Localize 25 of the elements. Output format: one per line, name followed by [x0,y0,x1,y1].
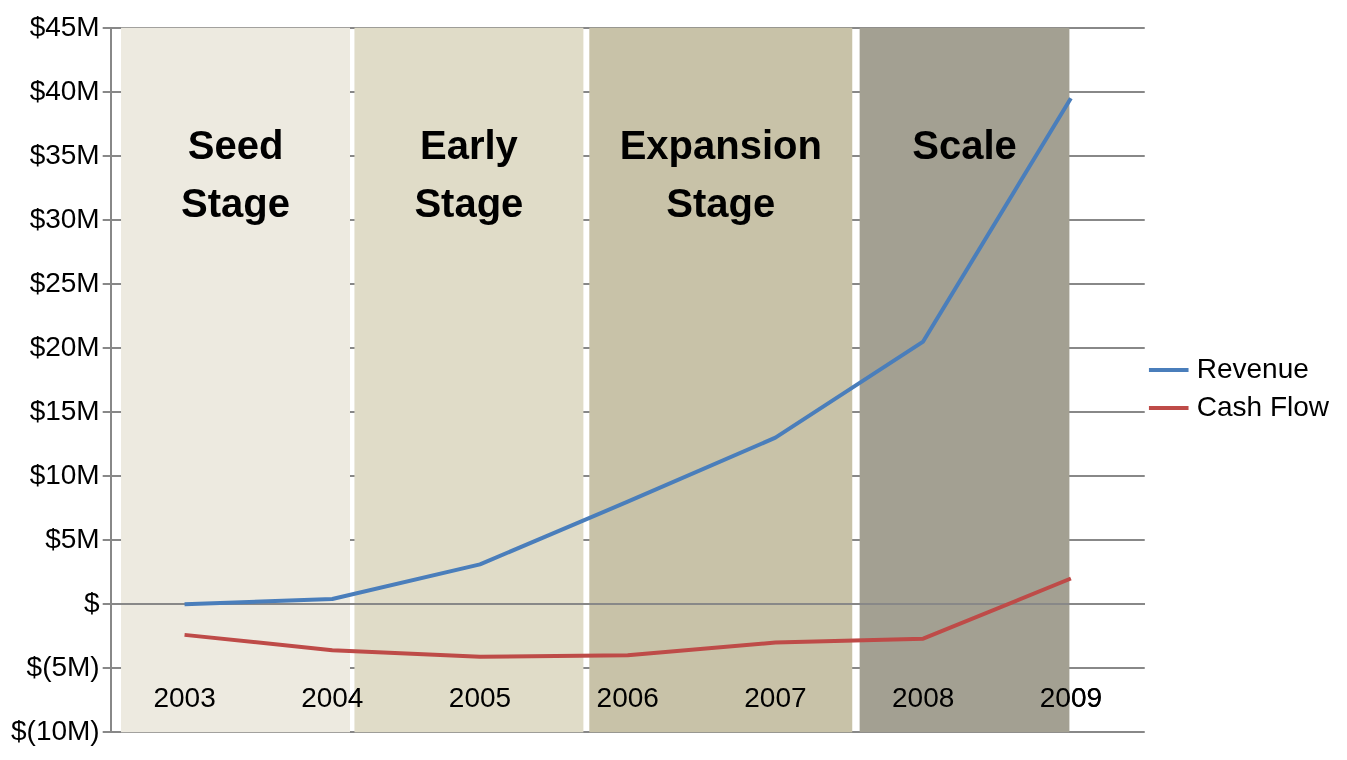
x-tick-label: 2004 [301,681,364,713]
y-tick-label: $20M [29,330,100,362]
y-tick-label: $15M [29,394,100,426]
y-tick-label: $10M [29,458,100,490]
x-tick-label: 2008 [892,681,955,713]
x-tick-label: 2006 [596,681,659,713]
y-tick-label: $ [84,586,101,618]
x-tick-label: 2003 [153,681,216,713]
y-tick-label: $5M [45,522,100,554]
band-label: Expansion Stage [619,122,822,225]
band-label: Early Stage [414,122,524,225]
y-tick-label: $(10M) [10,714,100,746]
legend-label: Cash Flow [1196,390,1330,422]
band-label: Scale [912,122,1017,167]
y-tick-label: $35M [29,138,100,170]
y-tick-label: $40M [29,74,100,106]
y-tick-label: $30M [29,202,100,234]
x-tick-label: 2009 [1039,681,1103,713]
y-tick-label: $45M [29,10,100,42]
legend-label: Revenue [1196,352,1309,384]
band-label: Seed Stage [181,122,290,225]
y-tick-label: $(5M) [26,650,100,682]
y-tick-label: $25M [29,266,100,298]
x-tick-label: 2007 [744,681,807,713]
x-tick-label: 2005 [448,681,512,713]
